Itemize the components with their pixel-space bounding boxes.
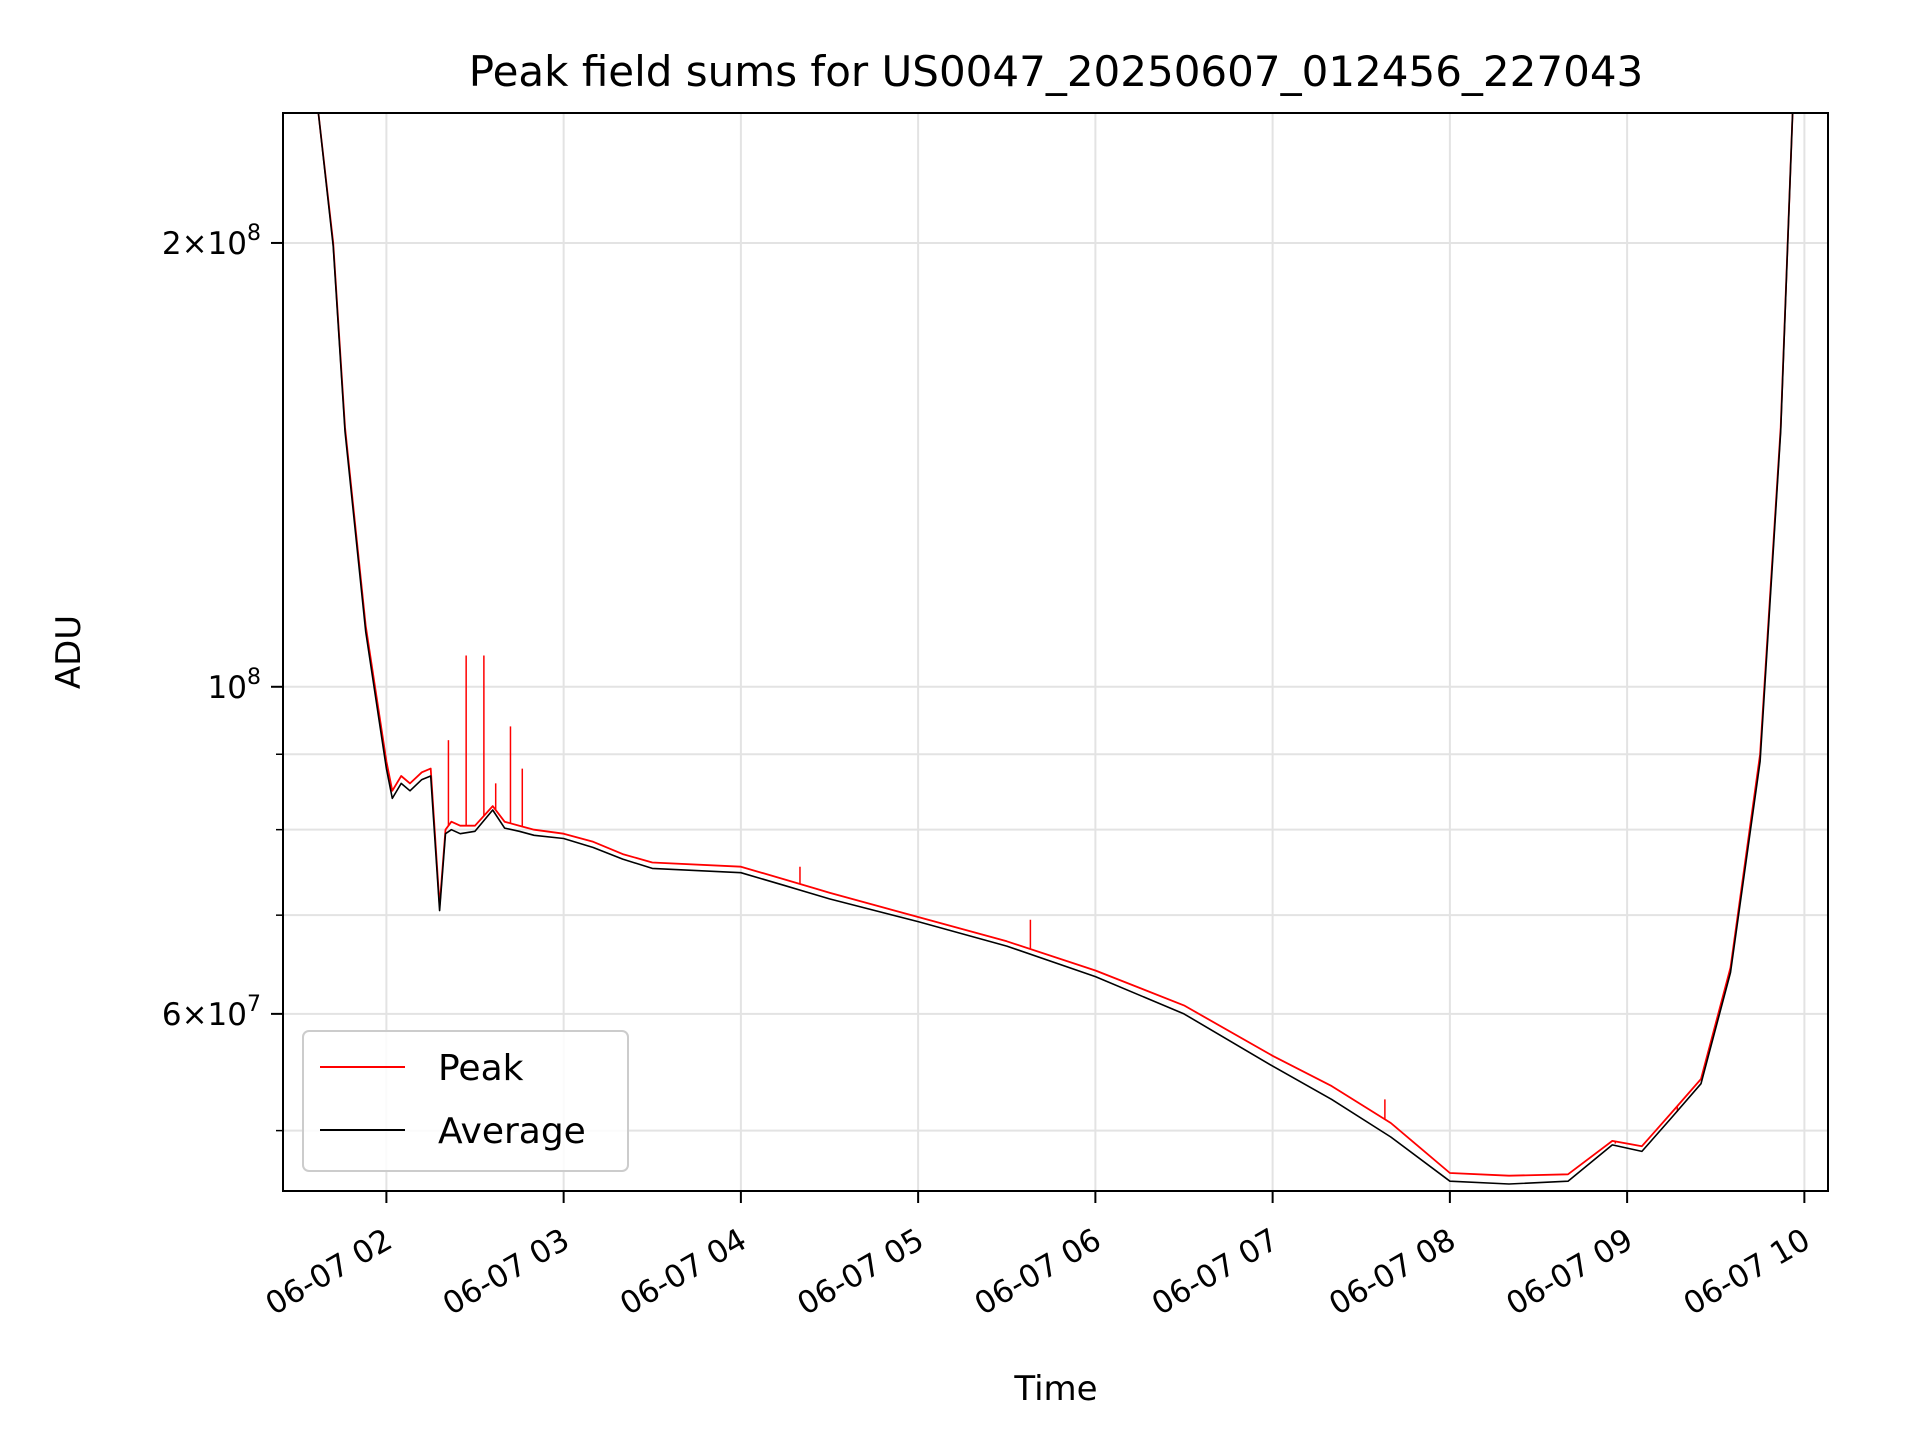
legend-label-peak: Peak — [438, 1048, 524, 1089]
series-line-peak — [283, 113, 1828, 1177]
y-tick-label: 2×108 — [162, 221, 261, 262]
y-axis: 2×108 108 6×107 — [162, 221, 283, 1132]
series-line-average — [283, 113, 1828, 1185]
y-tick-label: 108 — [208, 665, 261, 706]
plot-area — [283, 113, 1828, 1185]
chart-title: Peak field sums for US0047_20250607_0124… — [469, 47, 1644, 96]
x-axis-label: Time — [1013, 1369, 1097, 1409]
legend: Peak Average — [302, 1030, 629, 1172]
legend-label-average: Average — [438, 1111, 586, 1152]
plot-frame — [282, 112, 1829, 1192]
y-axis-label: ADU — [49, 615, 89, 689]
y-tick-label: 6×107 — [162, 992, 261, 1033]
series-layer — [283, 113, 1828, 1185]
